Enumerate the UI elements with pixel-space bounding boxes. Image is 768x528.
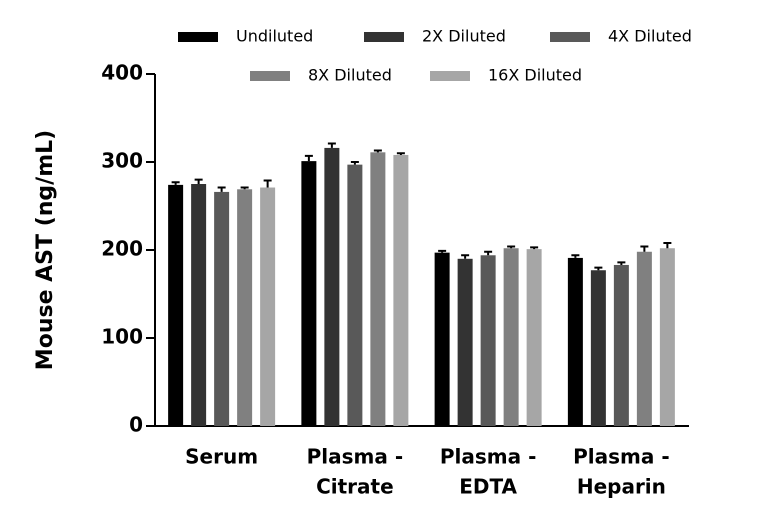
legend-swatch bbox=[430, 71, 470, 81]
x-tick-label: EDTA bbox=[459, 475, 517, 499]
error-bar bbox=[507, 245, 516, 249]
x-tick-label: Serum bbox=[185, 445, 258, 469]
error-bar bbox=[194, 178, 203, 184]
error-bar bbox=[217, 186, 226, 192]
error-bar bbox=[304, 154, 313, 162]
error-bar bbox=[530, 246, 539, 250]
bar bbox=[613, 264, 629, 426]
bar bbox=[503, 248, 519, 426]
bar bbox=[260, 187, 276, 426]
x-tick-label: Heparin bbox=[577, 475, 666, 499]
y-tick-label: 400 bbox=[101, 61, 143, 85]
y-tick-label: 200 bbox=[101, 237, 143, 261]
bar bbox=[370, 152, 386, 426]
bar bbox=[636, 251, 652, 426]
error-bar bbox=[171, 181, 180, 185]
x-tick-label: Citrate bbox=[316, 475, 394, 499]
x-tick-label: Plasma - bbox=[307, 445, 404, 469]
y-tick-label: 100 bbox=[101, 325, 143, 349]
bar bbox=[393, 154, 409, 426]
error-bar bbox=[327, 142, 336, 148]
error-bar bbox=[240, 186, 249, 190]
legend-swatch bbox=[364, 32, 404, 42]
error-bar bbox=[594, 266, 603, 271]
error-bar bbox=[617, 261, 626, 265]
bar bbox=[526, 249, 542, 426]
bar bbox=[434, 252, 450, 426]
error-bar bbox=[571, 254, 580, 258]
bar bbox=[324, 147, 340, 427]
bar bbox=[191, 184, 207, 426]
error-bar bbox=[640, 245, 649, 252]
legend-label: 4X Diluted bbox=[608, 27, 692, 46]
y-tick-label: 300 bbox=[101, 149, 143, 173]
error-bar bbox=[663, 241, 672, 249]
legend-label: Undiluted bbox=[236, 27, 313, 46]
legend-label: 16X Diluted bbox=[488, 66, 582, 85]
bar bbox=[590, 270, 606, 426]
legend-swatch bbox=[250, 71, 290, 81]
error-bar bbox=[396, 152, 405, 155]
bar bbox=[347, 164, 363, 426]
error-bar bbox=[263, 179, 272, 188]
legend-label: 2X Diluted bbox=[422, 27, 506, 46]
error-bar bbox=[438, 249, 447, 253]
error-bar bbox=[484, 250, 493, 256]
x-tick-label: Plasma - bbox=[440, 445, 537, 469]
bar bbox=[237, 189, 253, 426]
bar bbox=[301, 161, 317, 426]
bar bbox=[214, 191, 230, 426]
error-bar bbox=[461, 254, 470, 259]
y-tick-label: 0 bbox=[129, 413, 143, 437]
error-bar bbox=[373, 149, 382, 153]
bar bbox=[659, 248, 675, 426]
bar bbox=[457, 258, 473, 426]
bar bbox=[567, 257, 583, 426]
legend-swatch bbox=[550, 32, 590, 42]
x-tick-label: Plasma - bbox=[573, 445, 670, 469]
error-bar bbox=[350, 161, 359, 165]
bar bbox=[480, 255, 496, 426]
legend-label: 8X Diluted bbox=[308, 66, 392, 85]
legend-swatch bbox=[178, 32, 218, 42]
bar bbox=[168, 184, 184, 426]
y-axis-title: Mouse AST (ng/mL) bbox=[33, 130, 58, 370]
